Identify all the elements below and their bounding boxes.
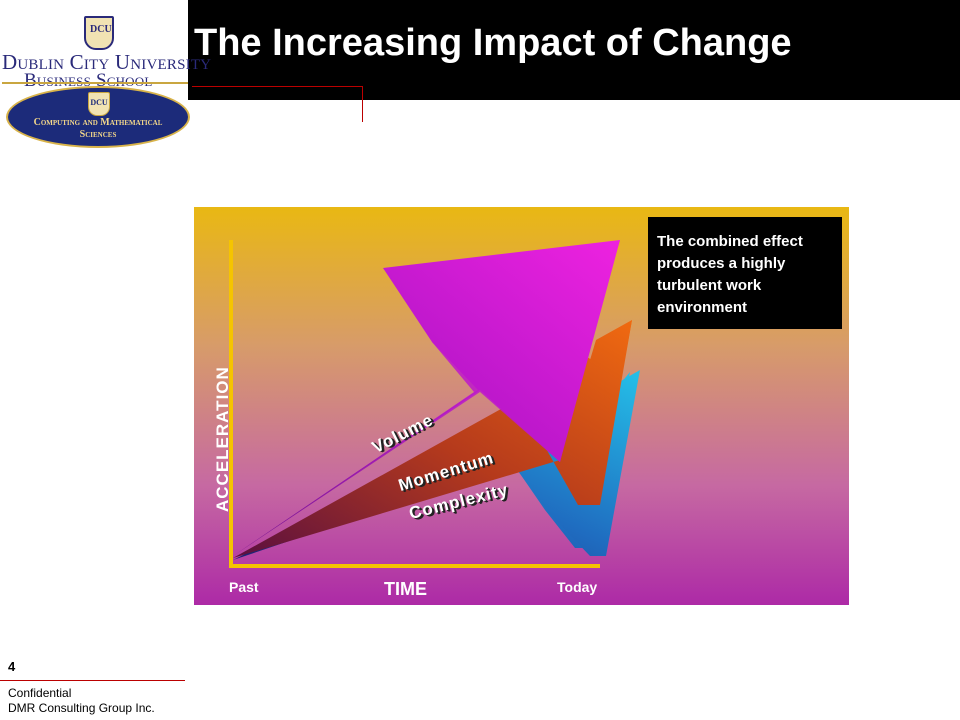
footer-divider	[0, 680, 185, 681]
title-bar	[188, 0, 960, 100]
footer-company: DMR Consulting Group Inc.	[8, 701, 155, 715]
dcu-name-line2: Business School	[24, 70, 153, 91]
callout-box: The combined effect produces a highly tu…	[648, 217, 842, 329]
title-underline	[192, 86, 362, 87]
dcu-crest-icon: DCU	[84, 16, 114, 50]
dcu-business-school-logo: DCU Dublin City University Business Scho…	[0, 12, 211, 91]
footer-confidential: Confidential	[8, 686, 72, 700]
cms-name-line2: Sciences	[79, 129, 117, 140]
cms-crest-icon: DCU	[88, 92, 110, 116]
logo-divider	[2, 82, 188, 84]
x-start-label: Past	[229, 579, 259, 595]
y-axis-label: ACCELERATION	[213, 366, 232, 512]
page-number: 4	[8, 659, 16, 674]
dcu-name-line1: Dublin City University	[2, 50, 212, 74]
title-underline-tick	[362, 86, 363, 122]
crest-mark: DCU	[90, 24, 112, 35]
x-axis-label: TIME	[384, 579, 427, 599]
volume-arrow-body	[233, 240, 620, 556]
x-end-label: Today	[557, 579, 598, 595]
page-title: The Increasing Impact of Change	[194, 22, 792, 64]
computing-sciences-logo: DCU Computing and Mathematical Sciences	[6, 86, 190, 148]
cms-name-line1: Computing and Mathematical	[33, 117, 163, 128]
callout-text: The combined effect produces a highly tu…	[657, 233, 803, 316]
